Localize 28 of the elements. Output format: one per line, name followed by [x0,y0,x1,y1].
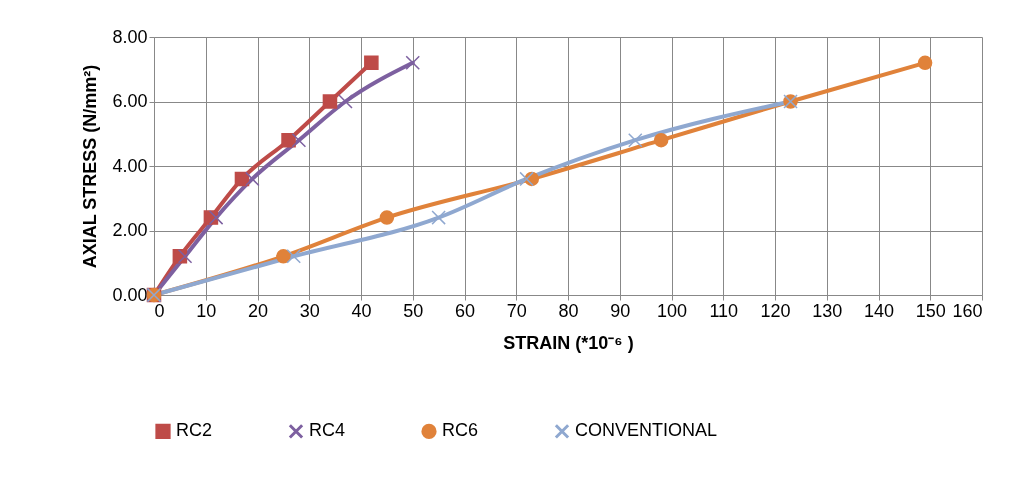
x-tick-label: 0 [154,300,165,321]
x-tick-label: 50 [403,300,424,321]
x-tick-label: 140 [863,300,895,321]
x-tick-label: 110 [709,300,739,321]
x-tick-label: 10 [196,300,217,321]
x-tick-label: 90 [610,300,631,321]
x-tick-label: 70 [506,300,527,321]
y-tick-label: 6.00 [112,91,148,111]
x-axis-title: STRAIN (*10⁻⁶ ) [503,332,634,353]
legend-label: RC2 [176,420,213,441]
x-tick-label: 30 [299,300,320,321]
x-tick-label: 120 [760,300,791,321]
x-tick-label: 40 [351,300,372,321]
y-tick-label: 8.00 [112,26,148,47]
y-tick-label: 4.00 [112,155,148,176]
legend-label: CONVENTIONAL [575,420,718,441]
y-tick-label: 0.00 [112,284,148,305]
x-tick-label: 130 [812,300,843,321]
x-tick-label: 150 [915,300,946,321]
y-tick-label: 2.00 [112,220,148,240]
x-tick-label: 160 [952,300,983,321]
x-tick-label: 80 [558,300,579,321]
y-axis-title: AXIAL STRESS (N/mm²) [80,64,101,269]
legend-label: RC4 [309,420,346,441]
legend-label: RC6 [442,420,479,441]
x-tick-label: 100 [656,300,688,321]
x-tick-label: 60 [454,300,476,321]
x-tick-label: 20 [247,300,269,321]
